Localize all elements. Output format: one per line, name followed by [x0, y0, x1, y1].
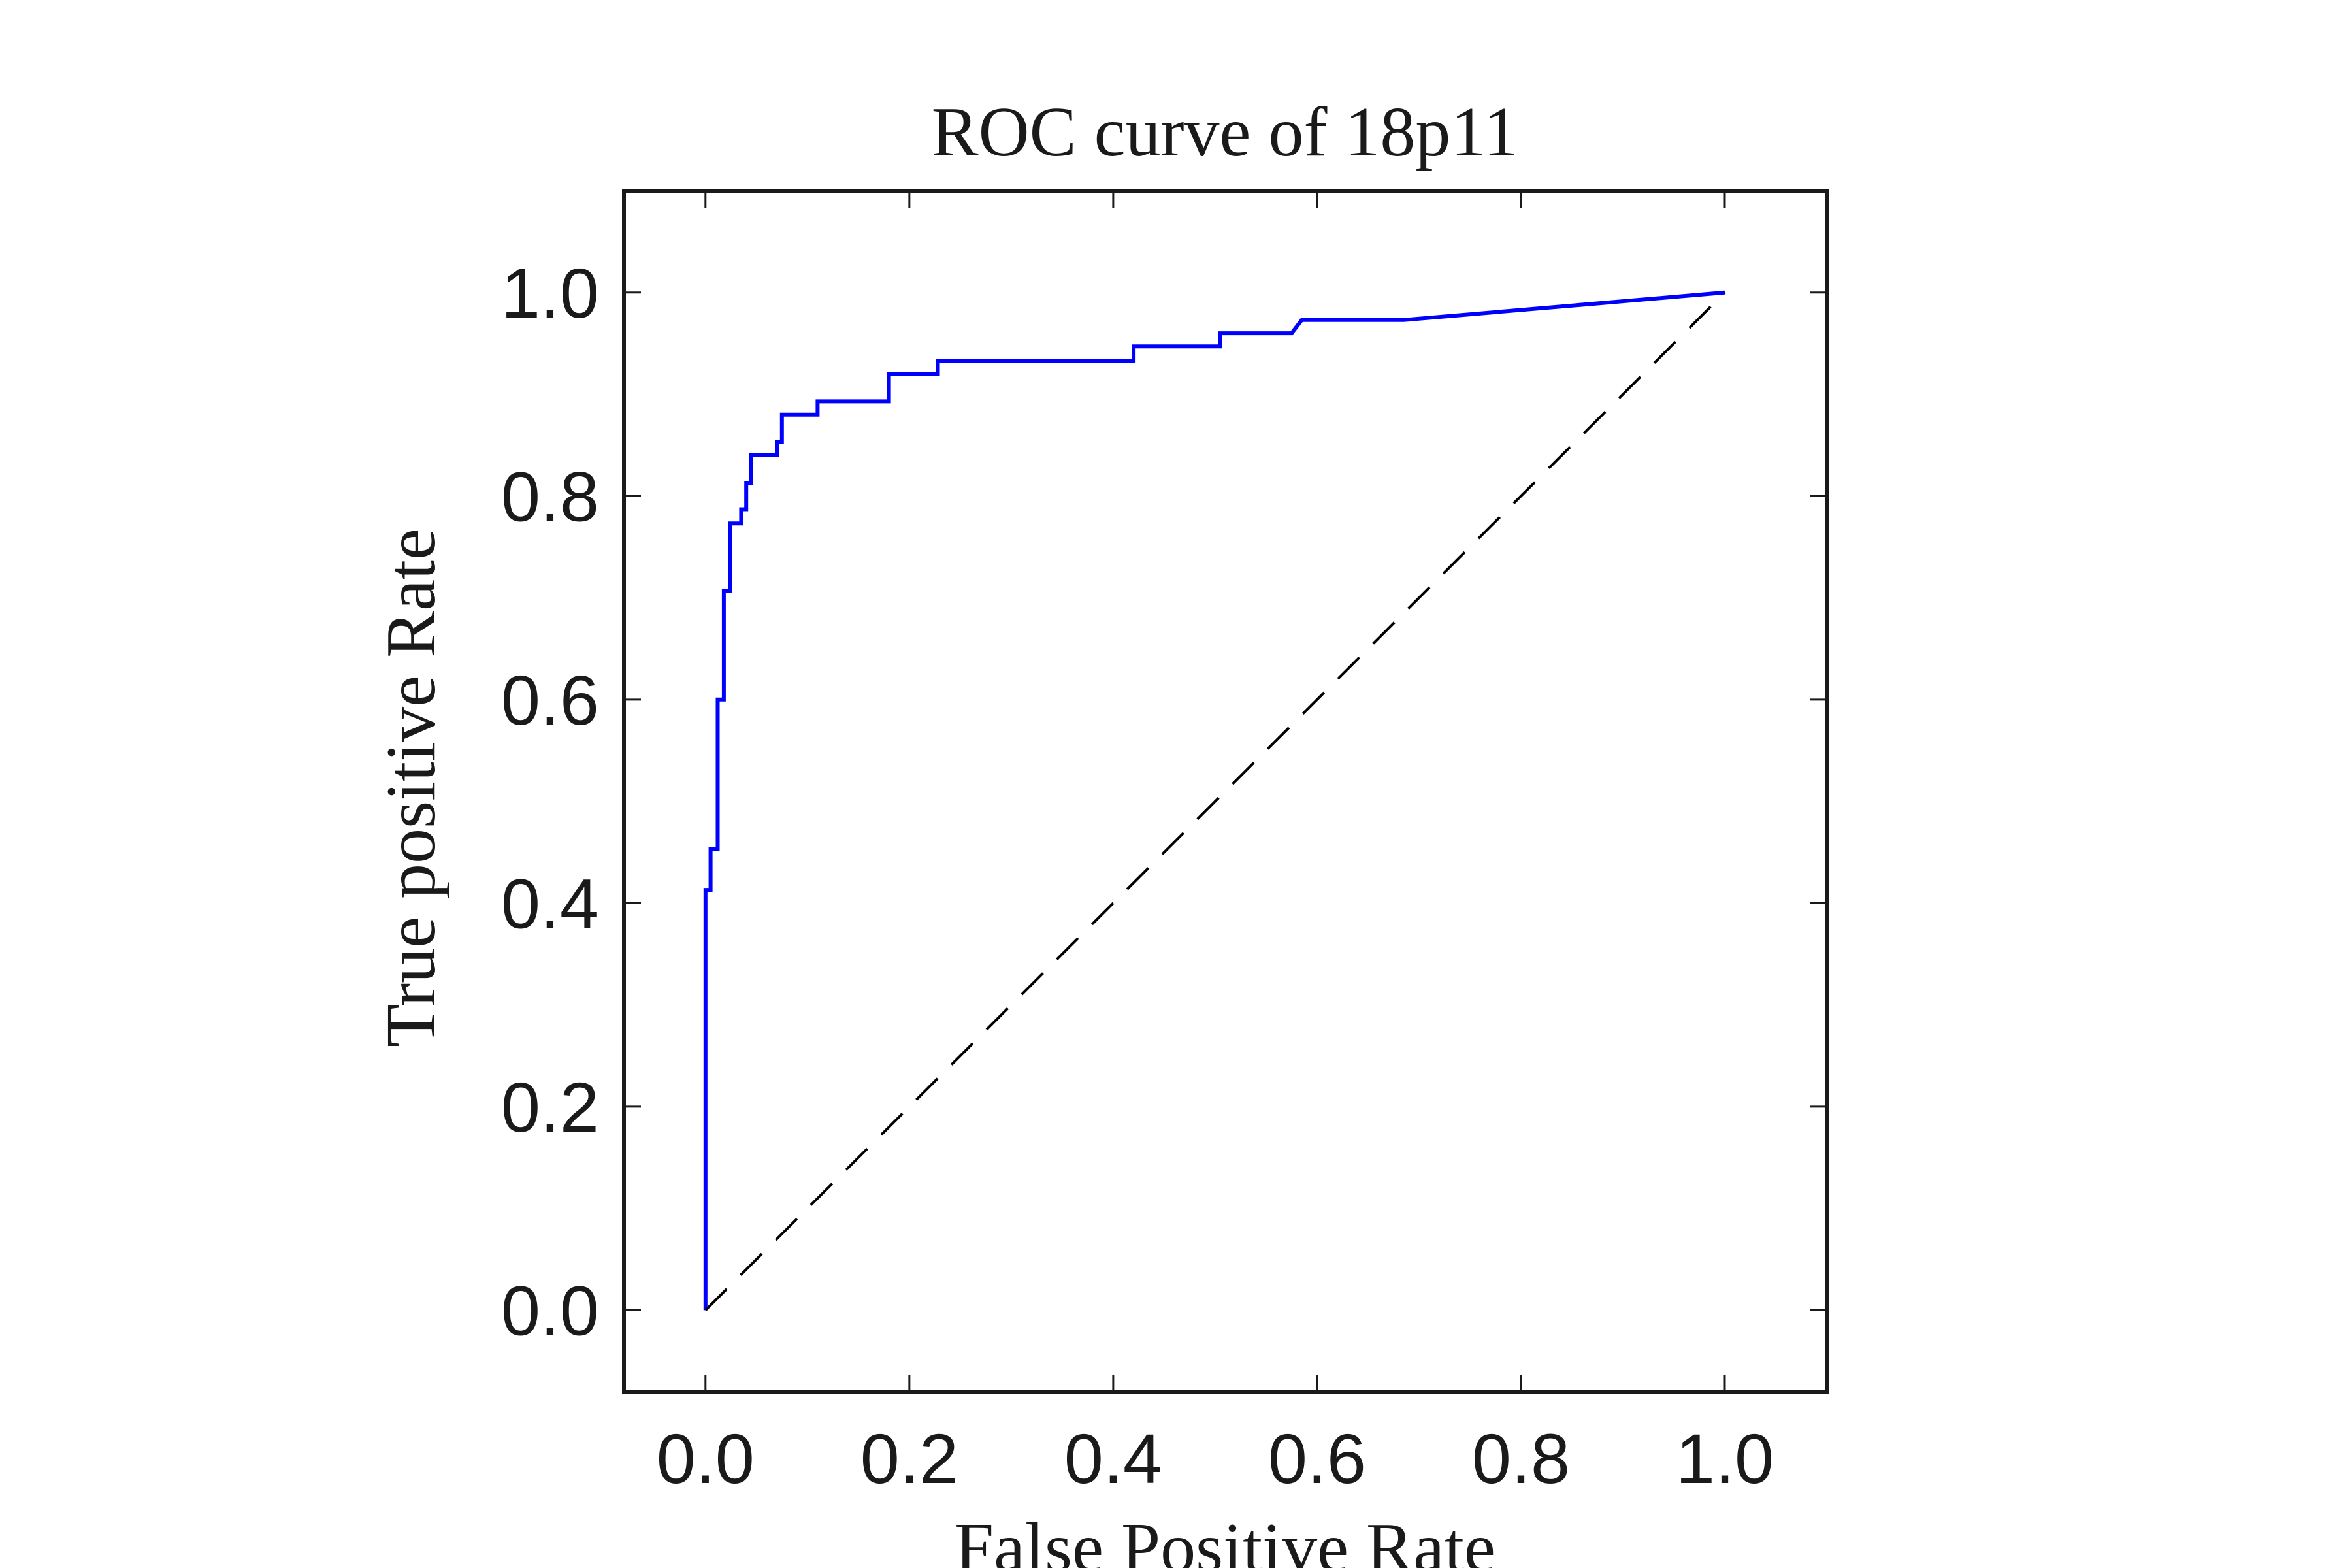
y-tick-label: 0.2: [501, 1068, 599, 1147]
x-tick-marks: [704, 191, 1726, 1392]
x-tick-label: 0.6: [1268, 1419, 1366, 1498]
y-tick-label: 0.0: [501, 1271, 599, 1350]
y-tick-marks: [624, 291, 1827, 1311]
roc-curve-line: [703, 290, 1725, 1311]
chart-title: ROC curve of 18p11: [932, 93, 1519, 171]
chance-diagonal-line: [704, 291, 1726, 1311]
y-tick-label: 0.4: [501, 864, 599, 943]
x-tick-label: 0.2: [860, 1419, 958, 1498]
x-tick-label: 0.8: [1472, 1419, 1570, 1498]
y-axis-label: True positive Rate: [372, 529, 450, 1047]
plot-area: [622, 189, 1829, 1394]
y-tick-label: 1.0: [501, 253, 599, 333]
series-layer: [703, 290, 1726, 1311]
plot-frame: [622, 189, 1829, 1394]
y-tick-labels: 0.0 0.2 0.4 0.6 0.8 1.0: [501, 253, 599, 1350]
x-tick-label: 1.0: [1676, 1419, 1774, 1498]
y-tick-label: 0.8: [501, 457, 599, 536]
x-tick-label: 0.4: [1064, 1419, 1162, 1498]
x-axis-label: False Positive Rate: [955, 1509, 1495, 1568]
y-tick-label: 0.6: [501, 661, 599, 740]
x-tick-labels: 0.0 0.2 0.4 0.6 0.8 1.0: [657, 1419, 1774, 1498]
x-tick-label: 0.0: [657, 1419, 755, 1498]
